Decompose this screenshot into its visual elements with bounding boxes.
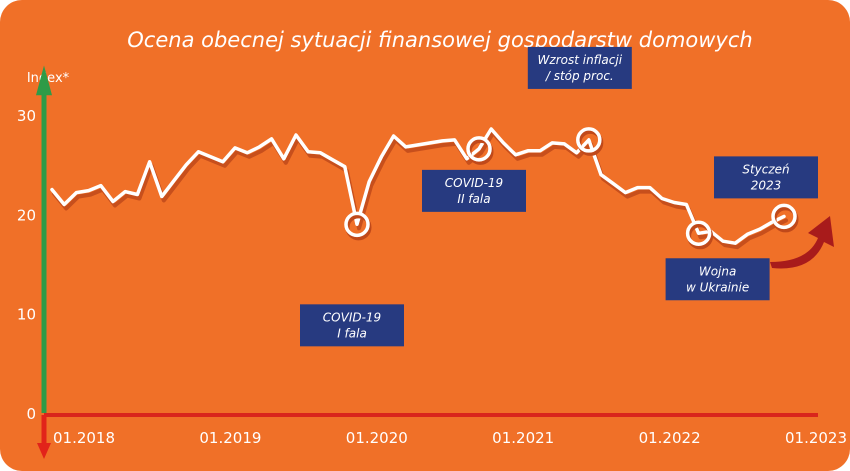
trend-arrow-shape bbox=[770, 216, 834, 269]
callout-line-2: II fala bbox=[457, 192, 490, 206]
y-tick-label: 30 bbox=[17, 107, 36, 125]
x-tick-label: 01.2020 bbox=[346, 429, 408, 447]
tick-labels: 0 10 20 30 01.2018 01.2019 01.2020 01.2021 01.20… bbox=[17, 107, 847, 447]
event-marker bbox=[685, 220, 712, 247]
callout-line-1: COVID-19 bbox=[323, 310, 381, 324]
event-marker bbox=[576, 127, 602, 153]
callout-line-2: w Ukrainie bbox=[686, 280, 749, 294]
event-marker bbox=[771, 203, 797, 230]
callout-line-2: 2023 bbox=[751, 178, 782, 192]
axes bbox=[36, 65, 818, 459]
y-axis-arrowhead-down bbox=[37, 443, 51, 459]
series-line bbox=[50, 127, 788, 250]
event-marker bbox=[466, 136, 492, 162]
y-axis-arrowhead-up bbox=[36, 65, 52, 96]
x-tick-label: 01.2019 bbox=[199, 429, 261, 447]
series-polyline bbox=[50, 127, 786, 245]
x-tick-label: 01.2022 bbox=[639, 429, 701, 447]
y-tick-label: 10 bbox=[17, 306, 36, 324]
chart-title: Ocena obecnej sytuacji finansowej gospod… bbox=[127, 28, 752, 52]
callout-line-1: Styczeń bbox=[742, 162, 789, 176]
callout-box bbox=[527, 46, 632, 89]
y-axis-label: Index* bbox=[27, 71, 70, 86]
x-tick-label: 01.2023 bbox=[785, 429, 847, 447]
y-tick-label: 20 bbox=[17, 206, 36, 224]
event-marker bbox=[344, 211, 370, 238]
series-shadow bbox=[52, 131, 788, 250]
callout-line-1: Wojna bbox=[699, 264, 737, 278]
callout-box bbox=[714, 156, 818, 199]
callout-line-1: COVID-19 bbox=[445, 176, 503, 190]
callout-box bbox=[665, 258, 770, 301]
callout-box bbox=[300, 304, 404, 347]
event-callouts: COVID-19 I fala COVID-19 II fala Wzrost infl… bbox=[300, 46, 818, 347]
event-markers bbox=[344, 127, 799, 250]
x-tick-label: 01.2018 bbox=[53, 429, 115, 447]
x-tick-label: 01.2021 bbox=[492, 429, 554, 447]
callout-box bbox=[422, 169, 526, 212]
callout-line-1: Wzrost inflacji bbox=[538, 53, 623, 67]
y-tick-label: 0 bbox=[26, 405, 36, 423]
trend-arrow bbox=[770, 216, 834, 269]
callout-line-2: / stóp proc. bbox=[545, 69, 614, 83]
callout-line-2: I fala bbox=[337, 326, 367, 340]
